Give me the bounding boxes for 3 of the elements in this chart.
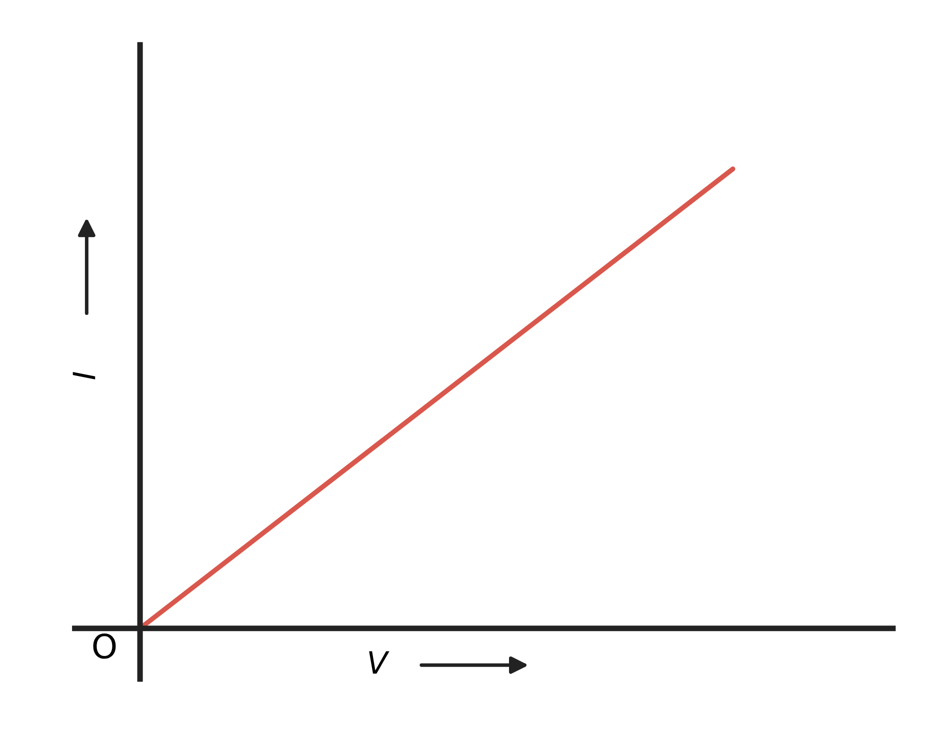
x-axis-title: V	[369, 651, 390, 674]
text: O	[93, 634, 116, 659]
y-axis-title: I	[72, 372, 96, 380]
